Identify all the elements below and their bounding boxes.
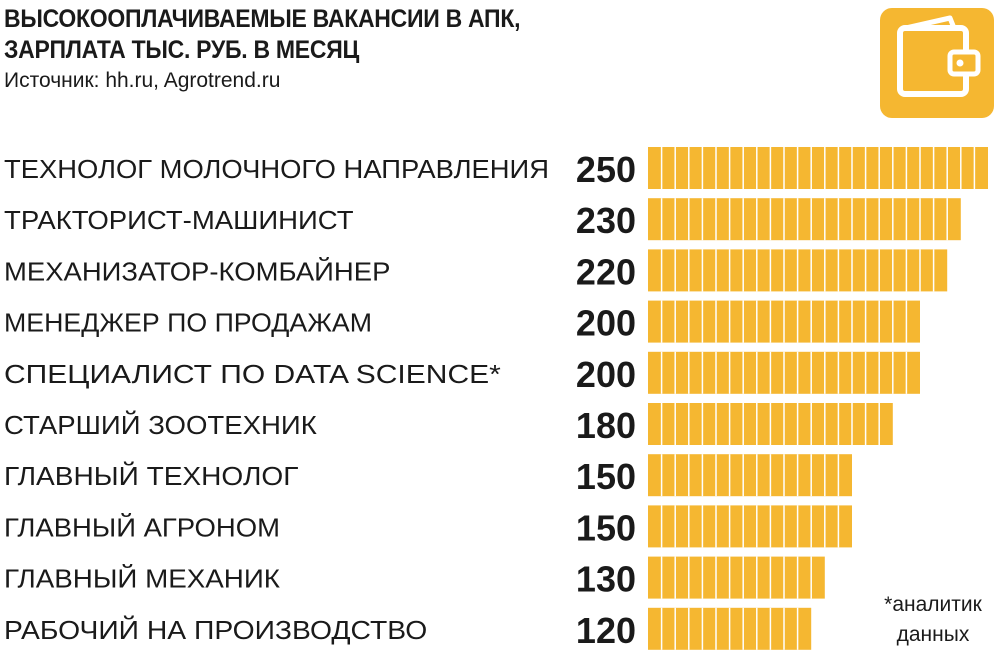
value-label: 180: [576, 405, 636, 446]
bar: [648, 556, 825, 599]
value-label: 220: [576, 251, 636, 292]
value-label: 150: [576, 507, 636, 548]
category-label: ТРАКТОРИСТ-МАШИНИСТ: [4, 205, 354, 235]
category-label: ГЛАВНЫЙ ТЕХНОЛОГ: [4, 461, 298, 491]
bar: [648, 198, 961, 241]
bar: [648, 505, 852, 548]
footnote-line-2: данных: [896, 623, 970, 646]
category-label: СТАРШИЙ ЗООТЕХНИК: [4, 410, 317, 440]
bar: [648, 607, 812, 650]
category-label: МЕНЕДЖЕР ПО ПРОДАЖАМ: [4, 308, 372, 338]
value-label: 250: [576, 149, 636, 190]
value-label: 150: [576, 456, 636, 497]
chart-title: ВЫСОКООПЛАЧИВАЕМЫЕ ВАКАНСИИ В АПК, ЗАРПЛ…: [4, 4, 520, 66]
footnote-line-1: *аналитик: [884, 593, 982, 616]
bar: [648, 147, 988, 189]
category-label: СПЕЦИАЛИСТ ПО DATA SCIENCE*: [4, 359, 501, 389]
value-label: 200: [576, 303, 636, 344]
bar: [648, 454, 852, 497]
value-label: 230: [576, 200, 636, 241]
value-label: 200: [576, 354, 636, 395]
source-caption: Источник: hh.ru, Agrotrend.ru: [4, 69, 281, 92]
wallet-icon: [880, 8, 994, 118]
value-label: 130: [576, 559, 636, 600]
category-label: ГЛАВНЫЙ МЕХАНИК: [4, 564, 280, 594]
bar: [648, 351, 920, 394]
category-label: РАБОЧИЙ НА ПРОИЗВОДСТВО: [4, 615, 427, 645]
category-label: ГЛАВНЫЙ АГРОНОМ: [4, 512, 280, 542]
bar: [648, 249, 948, 292]
title-line-2: ЗАРПЛАТА ТЫС. РУБ. В МЕСЯЦ: [4, 36, 359, 64]
bar: [648, 403, 893, 445]
category-label: ТЕХНОЛОГ МОЛОЧНОГО НАПРАВЛЕНИЯ: [4, 154, 549, 184]
bar: [648, 300, 920, 343]
title-line-1: ВЫСОКООПЛАЧИВАЕМЫЕ ВАКАНСИИ В АПК,: [4, 5, 521, 33]
category-label: МЕХАНИЗАТОР-КОМБАЙНЕР: [4, 256, 390, 286]
value-label: 120: [576, 610, 636, 651]
footnote: *аналитик данных: [868, 590, 998, 650]
